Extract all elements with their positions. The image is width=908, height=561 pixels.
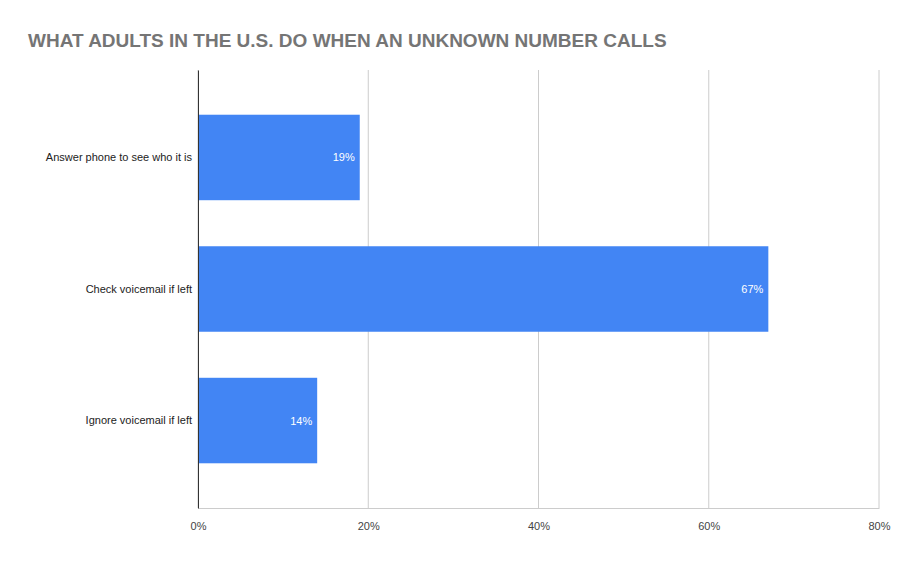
tick: 20% <box>358 508 380 532</box>
tick: Answer phone to see who it is <box>46 151 198 163</box>
tick: Check voicemail if left <box>86 283 198 295</box>
grid-line <box>879 70 880 508</box>
tick: 0% <box>191 508 207 532</box>
data-labels: 19% 67% 14% <box>290 151 763 426</box>
category-axis: Answer phone to see who it is Check voice… <box>46 71 199 509</box>
chart: WHAT ADULTS IN THE U.S. DO WHEN AN UNKNO… <box>0 0 908 561</box>
bars <box>198 115 768 464</box>
tick-label: Answer phone to see who it is <box>46 151 193 163</box>
tick: 80% <box>868 508 890 532</box>
tick-label: 0% <box>191 520 207 532</box>
tick: 60% <box>698 508 720 532</box>
tick: 40% <box>528 508 550 532</box>
grid <box>198 70 879 508</box>
data-label: 67% <box>741 283 763 295</box>
data-label: 14% <box>290 415 312 427</box>
tick-label: 40% <box>528 520 550 532</box>
data-label: 19% <box>333 151 355 163</box>
tick-label: Ignore voicemail if left <box>86 414 192 426</box>
axis-line <box>198 71 199 509</box>
bar <box>198 115 360 200</box>
tick-label: Check voicemail if left <box>86 283 192 295</box>
title: WHAT ADULTS IN THE U.S. DO WHEN AN UNKNO… <box>28 30 667 51</box>
grid-line <box>198 70 199 508</box>
value-axis: 0% 20% 40% 60% 80% <box>191 508 891 532</box>
axis-line <box>199 508 880 509</box>
bar <box>198 378 317 463</box>
tick-label: 60% <box>698 520 720 532</box>
tick: Ignore voicemail if left <box>86 414 198 426</box>
tick-label: 80% <box>868 520 890 532</box>
background <box>0 0 908 561</box>
tick-label: 20% <box>358 520 380 532</box>
bar <box>198 246 768 331</box>
